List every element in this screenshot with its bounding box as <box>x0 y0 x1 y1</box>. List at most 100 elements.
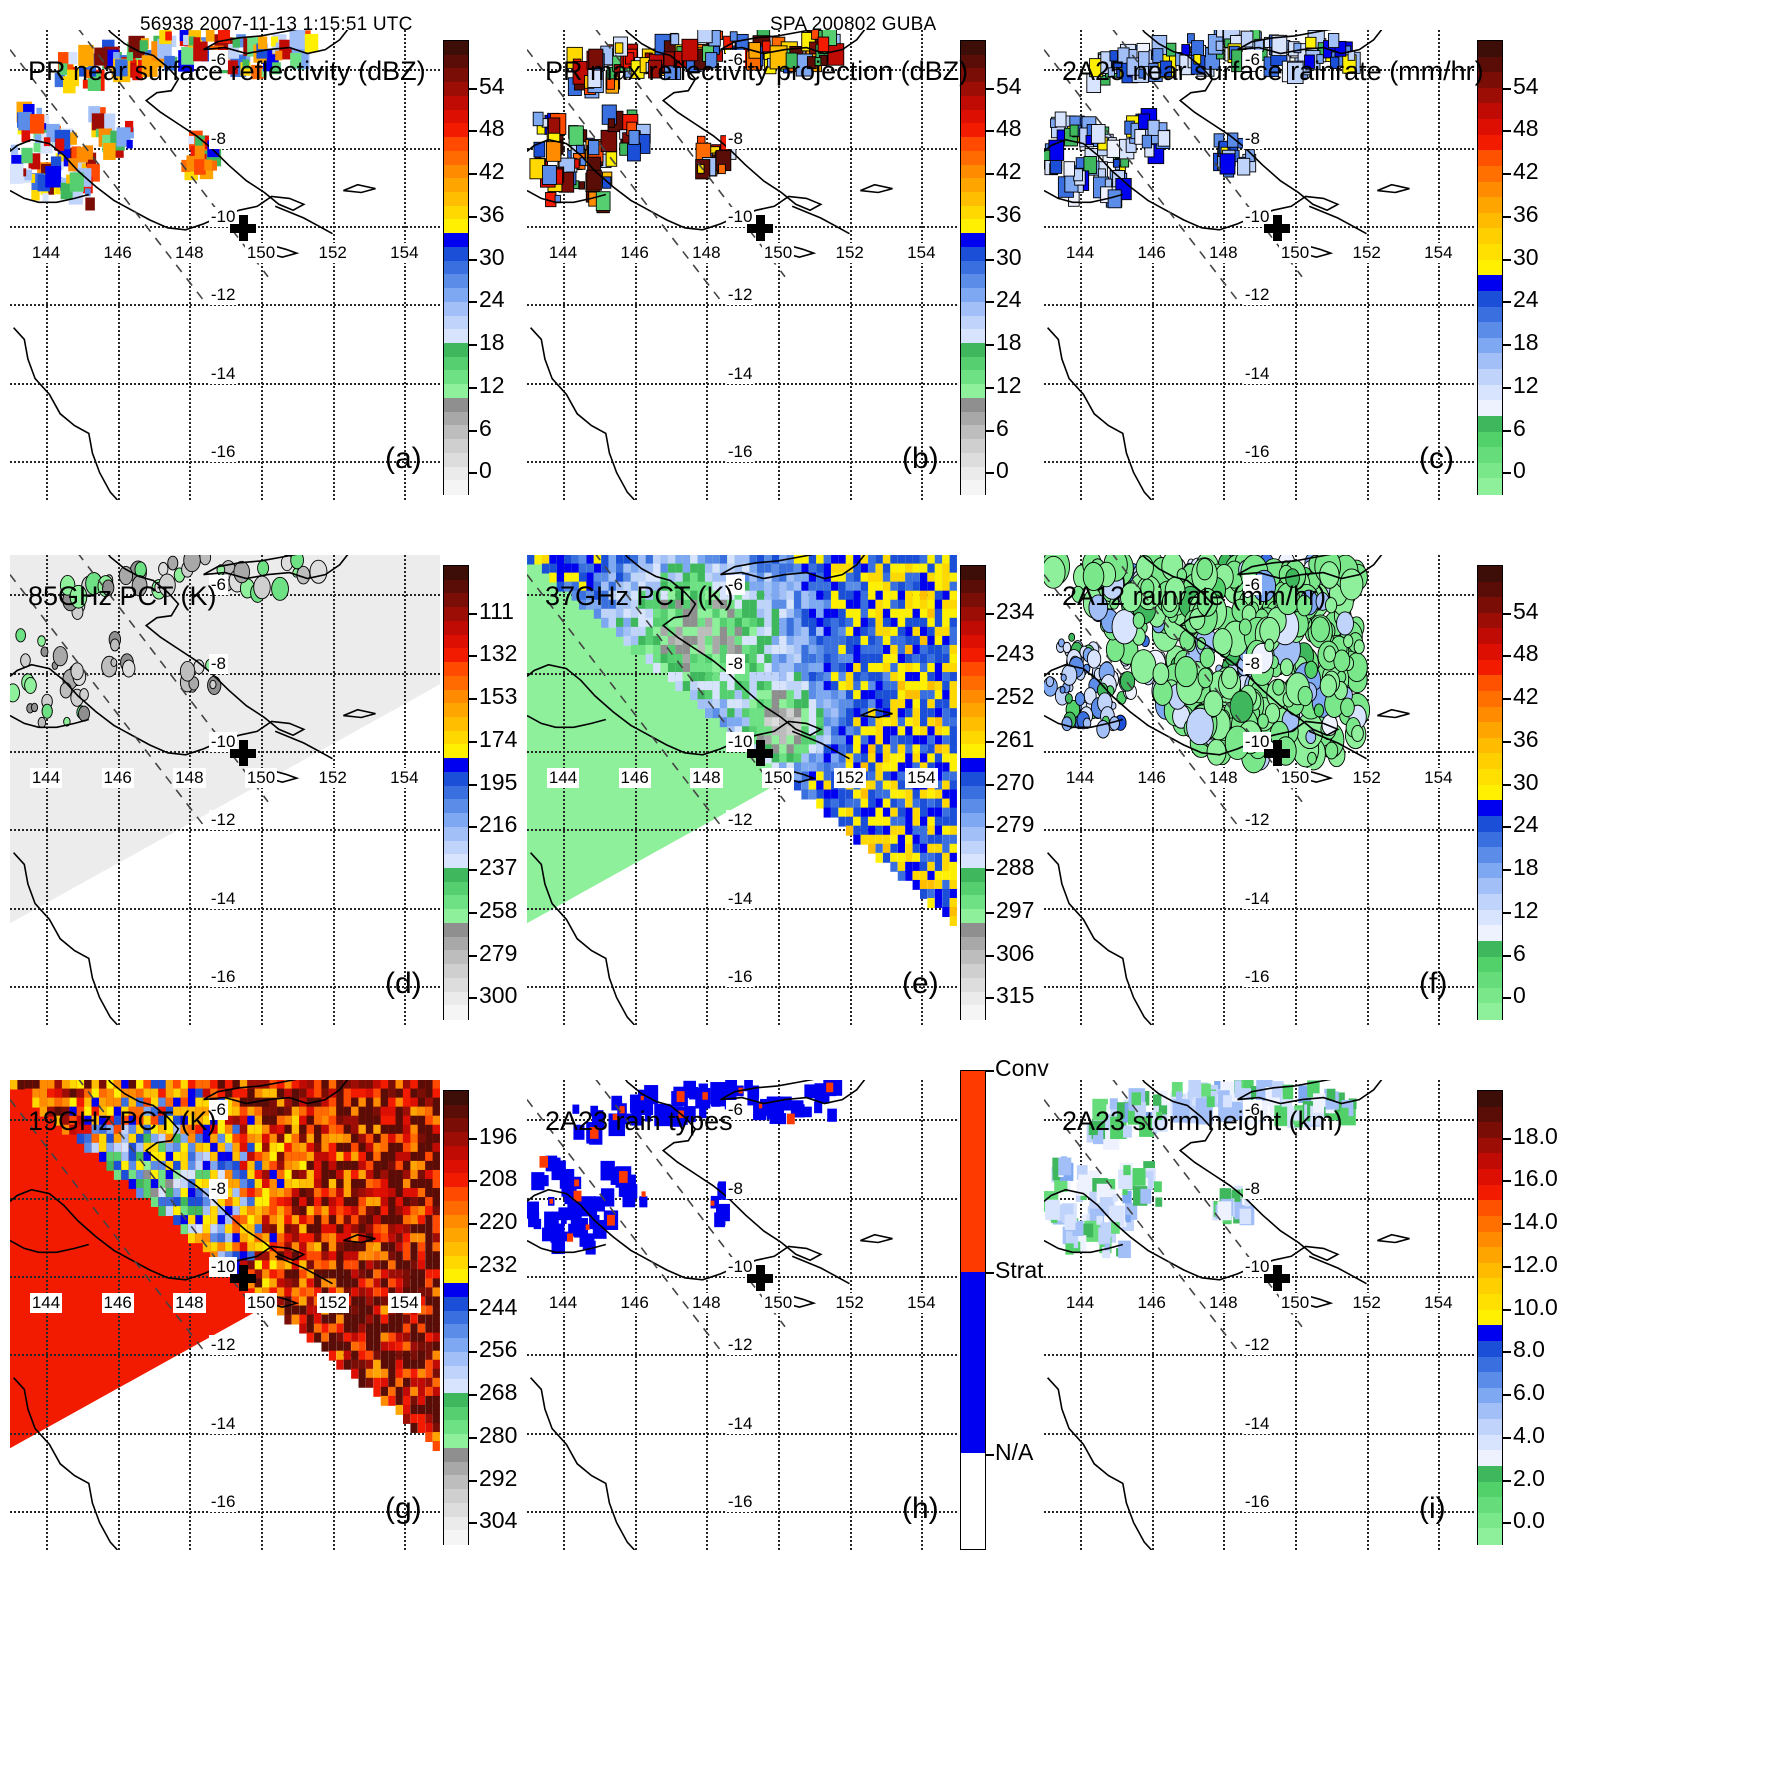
lat-tick-label--14: -14 <box>208 1413 238 1434</box>
lon-tick-label-146: 146 <box>1135 768 1168 789</box>
map-canvas[interactable]: 144 146 148 150 152 154 -6 -8 -10 -12 -14 -16 <box>527 1080 957 1550</box>
panel-title-b: PR max reflectivity projection (dBZ) <box>545 56 969 86</box>
gridline-lon-148 <box>1223 555 1226 1025</box>
colorbar-segment <box>1478 212 1502 230</box>
colorbar-tick <box>986 1454 994 1456</box>
gridline-lon-146 <box>1151 30 1154 500</box>
colorbar-tick <box>469 1180 477 1183</box>
colorbar-tick <box>1503 911 1511 914</box>
colorbar-tick-label: 153 <box>479 683 518 710</box>
colorbar-segment <box>1478 150 1502 168</box>
lat-tick-label--12: -12 <box>1242 810 1272 831</box>
colorbar-b[interactable]: 54 48 42 36 30 24 18 12 6 0 <box>960 40 1022 496</box>
lon-tick-label-152: 152 <box>1350 768 1383 789</box>
gridline-lon-146 <box>634 30 637 500</box>
lon-tick-label-152: 152 <box>316 768 349 789</box>
lon-tick-label-150: 150 <box>244 768 278 789</box>
colorbar-gradient <box>443 1090 469 1546</box>
colorbar-tick-label: 315 <box>996 982 1035 1009</box>
gridline-lon-152 <box>1366 30 1369 500</box>
colorbar-tick-label: 18 <box>1513 854 1539 881</box>
lon-tick-label-154: 154 <box>905 768 938 789</box>
gridline-lon-146 <box>1151 555 1154 1025</box>
gridline-lon-150 <box>260 555 263 1025</box>
lon-tick-label-148: 148 <box>690 768 723 789</box>
map-canvas[interactable]: 144 146 148 150 152 154 -6 -8 -10 -12 -14 -16 <box>10 555 440 1025</box>
map-canvas[interactable]: 144 146 148 150 152 154 -6 -8 -10 -12 -14 -16 <box>1044 1080 1474 1550</box>
map-canvas[interactable]: 144 146 148 150 152 154 -6 -8 -10 -12 -14 -16 <box>527 555 957 1025</box>
gridline-lon-154 <box>404 555 407 1025</box>
colorbar-tick <box>469 258 477 261</box>
gridline-lon-150 <box>777 1080 780 1550</box>
panel-letter-f: (f) <box>1419 967 1448 1000</box>
colorbar-d[interactable]: 111 132 153 174 195 216 237 258 279 300 <box>443 565 517 1021</box>
lon-tick-label-152: 152 <box>1350 1293 1383 1314</box>
colorbar-gradient <box>1477 565 1503 1021</box>
gridline-lon-150 <box>1294 30 1297 500</box>
colorbar-segment <box>1478 119 1502 137</box>
map-canvas[interactable]: 144 146 148 150 152 154 -6 -8 -10 -12 -14 -16 <box>1044 555 1474 1025</box>
panel-title-a: PR near surface reflectivity (dBZ) <box>28 56 426 86</box>
lon-tick-label-144: 144 <box>29 768 63 789</box>
colorbar-tick <box>986 783 994 786</box>
colorbar-g[interactable]: 196 208 220 232 244 256 268 280 292 304 <box>443 1090 517 1546</box>
colorbar-segment <box>1478 228 1502 246</box>
colorbar-tick-label: 16.0 <box>1513 1165 1558 1192</box>
colorbar-a[interactable]: 54 48 42 36 30 24 18 12 6 0 <box>443 40 505 496</box>
gridline-lon-144 <box>45 1080 48 1550</box>
colorbar-tick-label: 12.0 <box>1513 1250 1558 1277</box>
colorbar-tick <box>1503 258 1511 261</box>
colorbar-segment <box>1478 1153 1502 1171</box>
colorbar-i[interactable]: 18.0 16.0 14.0 12.0 10.0 8.0 6.0 4.0 2.0 0.0 <box>1477 1090 1558 1546</box>
map-canvas[interactable]: 144 146 148 150 152 154 -6 -8 -10 -12 -14 -16 <box>10 1080 440 1550</box>
colorbar-tick <box>469 954 477 957</box>
map-canvas[interactable]: 144 146 148 150 152 154 -6 -8 -10 -12 -14 -16 <box>527 30 957 500</box>
precip-field <box>1044 30 1361 209</box>
colorbar-tick-label: 174 <box>479 725 518 752</box>
colorbar-tick-label: 24 <box>1513 286 1539 313</box>
colorbar-f[interactable]: 54 48 42 36 30 24 18 12 6 0 <box>1477 565 1539 1021</box>
gridline-lon-144 <box>562 30 565 500</box>
lon-tick-label-146: 146 <box>101 243 134 264</box>
lon-tick-label-148: 148 <box>173 243 206 264</box>
colorbar-tick <box>986 215 994 218</box>
colorbar-segment <box>1478 1512 1502 1530</box>
gridline-lon-154 <box>404 30 407 500</box>
colorbar-tick-label: 18 <box>996 329 1022 356</box>
map-canvas[interactable]: 144 146 148 150 152 154 -6 -8 -10 -12 -14 -16 <box>1044 30 1474 500</box>
colorbar-tick <box>986 612 994 615</box>
colorbar-tick-label: 30 <box>479 243 505 270</box>
colorbar-c[interactable]: 54 48 42 36 30 24 18 12 6 0 <box>1477 40 1539 496</box>
colorbar-tick-label: 0 <box>996 457 1009 484</box>
colorbar-segment <box>1478 1403 1502 1421</box>
lon-tick-label-144: 144 <box>29 243 63 264</box>
lat-tick-label--16: -16 <box>208 441 238 462</box>
colorbar-segment <box>1478 384 1502 402</box>
colorbar-e[interactable]: 234 243 252 261 270 279 288 297 306 315 <box>960 565 1034 1021</box>
colorbar-tick <box>469 1351 477 1354</box>
panel-title-e: 37GHz PCT (K) <box>545 581 734 611</box>
precip-field <box>527 1080 843 1255</box>
colorbar-h[interactable]: Conv Strat N/A <box>960 1055 1049 1550</box>
colorbar-segment <box>961 1005 985 1021</box>
colorbar-segment <box>1478 706 1502 724</box>
colorbar-tick <box>469 386 477 389</box>
lon-tick-label-146: 146 <box>1135 1293 1168 1314</box>
station-marker <box>229 1264 256 1291</box>
panel-letter-b: (b) <box>902 442 939 475</box>
panel-title-f: 2A12 rainrate (mm/hr) <box>1062 581 1327 611</box>
gridline-lon-148 <box>1223 1080 1226 1550</box>
colorbar-tick-label: 48 <box>1513 115 1539 142</box>
colorbar-tick-label: 258 <box>479 896 518 923</box>
colorbar-tick <box>1503 1394 1511 1397</box>
map-canvas[interactable]: 144 146 148 150 152 154 -6 -8 -10 -12 -14 -16 <box>10 30 440 500</box>
gridline-lon-144 <box>45 555 48 1025</box>
colorbar-tick <box>469 869 477 872</box>
colorbar-segment <box>1478 972 1502 990</box>
colorbar-segment <box>1478 628 1502 646</box>
lon-tick-label-154: 154 <box>905 243 938 264</box>
colorbar-tick-label: 243 <box>996 640 1035 667</box>
gridline-lon-154 <box>921 30 924 500</box>
lat-tick-label--16: -16 <box>1242 441 1272 462</box>
gridline-lon-150 <box>1294 1080 1297 1550</box>
